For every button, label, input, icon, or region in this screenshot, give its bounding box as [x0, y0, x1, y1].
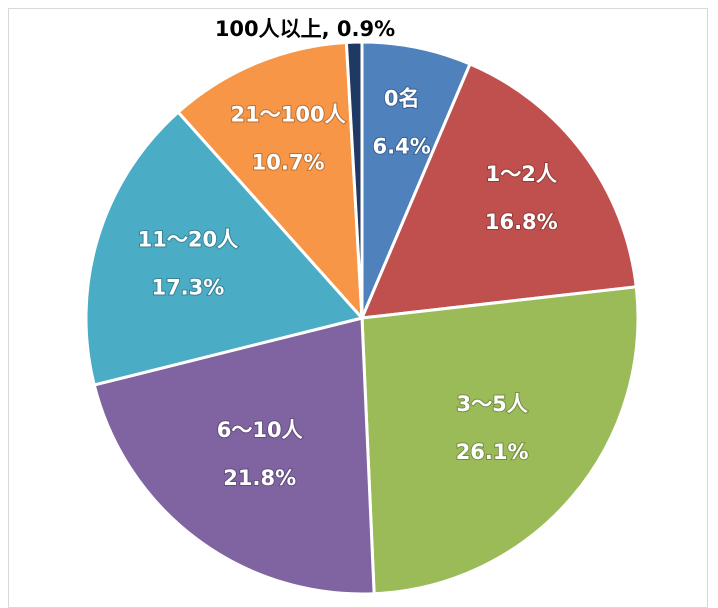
pie-value-label: 16.8% [485, 210, 558, 234]
pie-slice-1 [360, 40, 472, 319]
pie-slice-2 [359, 62, 638, 320]
pie-slice-6 [176, 40, 364, 323]
pie-category-label: 11～20人 [138, 227, 238, 251]
pie-category-label: 3～5人 [457, 392, 528, 416]
pie-slice-5 [84, 110, 365, 387]
pie-value-label: 17.3% [151, 275, 224, 299]
pie-slice-3 [360, 285, 640, 596]
pie-value-label: 10.7% [252, 151, 325, 175]
pie-slice-7 [344, 40, 364, 319]
pie-category-label: 1～2人 [486, 162, 557, 186]
pie-category-label: 0名 [384, 86, 420, 110]
pie-slice-4 [92, 316, 376, 596]
pie-value-label: 26.1% [456, 440, 529, 464]
pie-value-label: 21.8% [223, 466, 296, 490]
pie-value-label: 6.4% [373, 134, 431, 158]
pie-category-label: 21～100人 [231, 103, 346, 127]
pie-category-label: 6～10人 [217, 418, 303, 442]
pie-labels: 0名 6.4% 1～2人 16.8% 3～5人 26.1% 6～10人 21.8% 11～20人… [137, 17, 559, 491]
pie-slices [84, 40, 640, 596]
pie-label-outside: 100人以上, 0.9% [215, 17, 395, 41]
